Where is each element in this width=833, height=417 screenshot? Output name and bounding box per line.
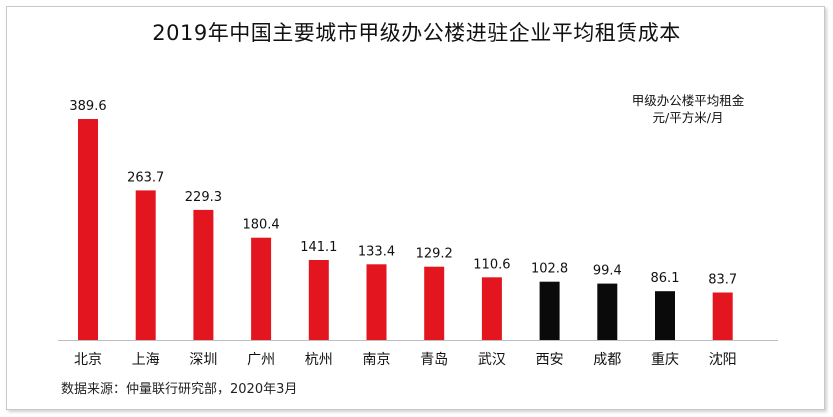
bar-0 bbox=[78, 119, 98, 340]
data-label-4: 141.1 bbox=[300, 240, 337, 255]
category-label-1: 上海 bbox=[132, 352, 160, 368]
source-note: 数据来源：仲量联行研究部，2020年3月 bbox=[61, 382, 298, 397]
chart-title: 2019年中国主要城市甲级办公楼进驻企业平均租赁成本 bbox=[152, 21, 681, 45]
unit-label: 甲级办公楼平均租金 bbox=[631, 93, 745, 108]
bar-7 bbox=[481, 277, 502, 340]
category-label-2: 深圳 bbox=[189, 352, 217, 368]
category-label-6: 青岛 bbox=[420, 352, 448, 368]
bar-4 bbox=[308, 260, 329, 340]
data-label-11: 83.7 bbox=[708, 273, 737, 288]
category-label-11: 沈阳 bbox=[709, 352, 737, 368]
data-label-5: 133.4 bbox=[358, 244, 395, 259]
bar-10 bbox=[655, 291, 675, 340]
data-label-10: 86.1 bbox=[651, 271, 680, 286]
bar-11 bbox=[712, 292, 733, 340]
category-label-7: 武汉 bbox=[478, 352, 506, 368]
unit-text: 元/平方米/月 bbox=[652, 110, 724, 125]
category-label-3: 广州 bbox=[247, 352, 275, 368]
data-label-9: 99.4 bbox=[593, 264, 622, 279]
data-label-1: 263.7 bbox=[127, 170, 164, 185]
category-label-8: 西安 bbox=[536, 352, 564, 368]
data-label-2: 229.3 bbox=[185, 190, 222, 205]
bar-6 bbox=[424, 266, 445, 340]
category-label-9: 成都 bbox=[593, 352, 621, 368]
category-label-4: 杭州 bbox=[305, 352, 333, 368]
category-label-5: 南京 bbox=[363, 352, 391, 368]
bar-8 bbox=[539, 281, 560, 340]
bar-9 bbox=[597, 283, 618, 340]
category-label-10: 重庆 bbox=[651, 352, 679, 368]
data-label-6: 129.2 bbox=[416, 247, 453, 262]
data-label-3: 180.4 bbox=[242, 218, 279, 233]
unit-annotation: 甲级办公楼平均租金 元/平方米/月 bbox=[598, 92, 778, 126]
data-label-8: 102.8 bbox=[531, 262, 568, 277]
data-label-7: 110.6 bbox=[473, 257, 510, 272]
data-label-0: 389.6 bbox=[69, 99, 106, 114]
bar-2 bbox=[193, 209, 214, 340]
bar-5 bbox=[366, 264, 387, 340]
bar-3 bbox=[251, 237, 272, 340]
category-label-0: 北京 bbox=[74, 352, 102, 368]
bar-1 bbox=[135, 190, 156, 340]
